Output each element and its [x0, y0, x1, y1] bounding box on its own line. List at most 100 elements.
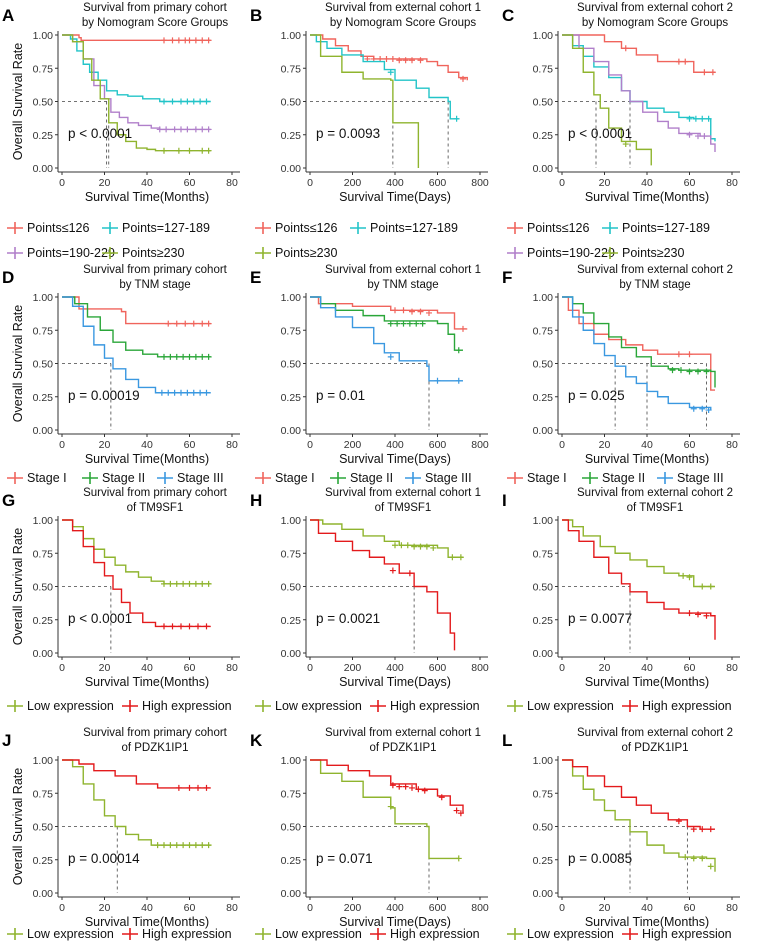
km-curve-1 — [62, 296, 211, 325]
censor-mark — [409, 784, 415, 791]
censor-mark — [203, 98, 210, 105]
censor-mark — [158, 389, 165, 396]
y-tick-label: 0.75 — [533, 325, 554, 337]
censor-mark — [457, 554, 464, 561]
panel-label: A — [2, 6, 14, 25]
censor-mark — [186, 623, 193, 630]
censor-mark — [203, 389, 210, 396]
km-curve-1 — [310, 34, 468, 81]
y-tick-label: 1.00 — [281, 30, 302, 42]
censor-mark — [156, 126, 163, 133]
legend-label: Low expression — [275, 699, 362, 713]
y-tick-label: 0.00 — [533, 425, 554, 437]
y-tick-label: 0.00 — [533, 648, 554, 660]
legend-label: Points≤126 — [527, 221, 590, 235]
censor-mark — [675, 818, 682, 825]
censor-mark — [413, 320, 420, 327]
censor-mark — [434, 377, 441, 384]
x-tick-label: 40 — [641, 177, 653, 189]
censor-mark — [154, 842, 161, 849]
censor-mark — [675, 58, 682, 65]
censor-mark — [396, 783, 403, 790]
censor-mark — [161, 37, 167, 44]
y-tick-label: 1.00 — [33, 292, 54, 304]
censor-mark — [682, 58, 689, 65]
legend-key — [330, 472, 346, 484]
panel-label: G — [2, 491, 15, 510]
x-tick-label: 0 — [559, 439, 565, 451]
censor-mark — [190, 320, 197, 327]
legend-label: Low expression — [27, 927, 114, 941]
censor-mark — [387, 69, 394, 76]
x-tick-label: 80 — [226, 439, 238, 451]
legend-key — [122, 928, 138, 940]
x-tick-label: 0 — [59, 662, 65, 674]
y-tick-label: 0.25 — [281, 392, 302, 404]
x-axis-label: Survival Time(Days) — [339, 675, 451, 689]
x-tick-label: 400 — [386, 177, 404, 189]
censor-mark — [426, 309, 432, 316]
censor-mark — [705, 115, 712, 122]
x-tick-label: 0 — [59, 902, 65, 914]
censor-mark — [455, 855, 462, 862]
panel-label: L — [502, 731, 512, 750]
x-tick-label: 200 — [344, 177, 362, 189]
x-tick-label: 60 — [684, 177, 696, 189]
km-curve-2 — [62, 759, 211, 789]
panel-l: L Survival from external cohort 2 of PDZK1… — [502, 727, 740, 941]
censor-mark — [400, 307, 407, 314]
censor-mark — [707, 583, 714, 590]
y-tick-label: 0.25 — [533, 855, 554, 867]
x-tick-label: 20 — [99, 902, 111, 914]
legend-label: Points≤126 — [27, 221, 90, 235]
x-tick-label: 0 — [59, 177, 65, 189]
legend-label: High expression — [642, 699, 732, 713]
y-tick-label: 1.00 — [281, 515, 302, 527]
censor-mark — [197, 98, 204, 105]
censor-mark — [460, 325, 466, 332]
censor-mark — [409, 308, 415, 315]
y-tick-label: 1.00 — [533, 30, 554, 42]
x-tick-label: 40 — [141, 662, 153, 674]
censor-mark — [419, 320, 426, 327]
censor-mark — [180, 580, 187, 587]
x-axis-label: Survival Time(Days) — [339, 190, 451, 204]
y-tick-label: 1.00 — [281, 755, 302, 767]
km-curve-1 — [62, 519, 211, 585]
censor-mark — [184, 389, 191, 396]
x-tick-label: 0 — [307, 439, 313, 451]
censor-mark — [192, 126, 199, 133]
censor-mark — [186, 147, 193, 154]
panel-title: Survival from external cohort 2 — [577, 264, 733, 276]
legend-label: Stage III — [677, 471, 724, 485]
censor-mark — [699, 583, 706, 590]
legend-key — [582, 472, 598, 484]
censor-mark — [387, 320, 394, 327]
y-tick-label: 0.00 — [33, 648, 54, 660]
censor-mark — [417, 57, 424, 64]
x-tick-label: 600 — [429, 662, 447, 674]
legend-key — [657, 472, 673, 484]
y-tick-label: 0.00 — [281, 425, 302, 437]
censor-mark — [675, 351, 682, 358]
censor-mark — [186, 842, 193, 849]
legend-label: Low expression — [527, 699, 614, 713]
censor-mark — [173, 842, 180, 849]
censor-mark — [707, 863, 714, 870]
x-tick-label: 200 — [344, 662, 362, 674]
km-curve-2 — [310, 759, 464, 814]
p-value: p = 0.0093 — [316, 126, 380, 141]
panel-title: Survival from external cohort 2 — [577, 727, 733, 739]
x-tick-label: 0 — [307, 662, 313, 674]
y-tick-label: 0.50 — [281, 822, 302, 834]
p-value: p < 0.0001 — [68, 126, 132, 141]
x-tick-label: 0 — [59, 439, 65, 451]
x-axis-label: Survival Time(Days) — [339, 452, 451, 466]
censor-mark — [430, 544, 437, 551]
y-tick-label: 0.50 — [33, 97, 54, 109]
x-tick-label: 0 — [559, 177, 565, 189]
censor-mark — [409, 57, 415, 64]
censor-mark — [699, 855, 706, 862]
censor-mark — [161, 842, 167, 849]
legend-label: Points≤126 — [275, 221, 338, 235]
